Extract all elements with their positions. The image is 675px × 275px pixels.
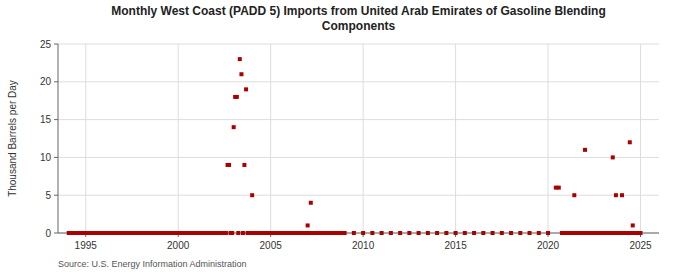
point	[546, 231, 550, 235]
point	[481, 231, 485, 235]
point	[407, 231, 411, 235]
x-tick-label: 2010	[352, 240, 375, 251]
point	[463, 231, 467, 235]
y-axis-label: Thousand Barrels per Day	[7, 80, 18, 197]
y-axis-line	[58, 44, 59, 233]
point	[557, 186, 561, 190]
y-tick-label: 25	[40, 39, 52, 50]
point	[620, 193, 624, 197]
y-tick-label: 10	[40, 152, 52, 163]
x-tick-label: 2025	[629, 240, 652, 251]
point	[370, 231, 374, 235]
grid	[58, 44, 659, 233]
x-tick-label: 2015	[444, 240, 467, 251]
y-tick-label: 15	[40, 114, 52, 125]
x-tick-label: 2000	[167, 240, 190, 251]
x-tick-label: 1995	[75, 240, 98, 251]
point	[398, 231, 402, 235]
point	[238, 57, 242, 61]
grid-line-y	[58, 81, 659, 82]
point	[500, 231, 504, 235]
grid-line-y	[58, 157, 659, 158]
point	[232, 125, 236, 129]
point	[628, 140, 632, 144]
point	[518, 231, 522, 235]
grid-line-x	[85, 44, 86, 233]
grid-line-x	[363, 44, 364, 233]
y-tick	[54, 44, 58, 45]
point	[306, 223, 310, 227]
point	[239, 72, 243, 76]
point	[236, 231, 240, 235]
y-tick-label: 20	[40, 76, 52, 87]
point	[241, 231, 245, 235]
y-tick	[54, 119, 58, 120]
y-tick	[54, 157, 58, 158]
title-line: Monthly West Coast (PADD 5) Imports from…	[111, 4, 606, 18]
point	[537, 231, 541, 235]
point	[417, 231, 421, 235]
point	[389, 231, 393, 235]
point	[250, 193, 254, 197]
point	[509, 231, 513, 235]
point	[472, 231, 476, 235]
point	[380, 231, 384, 235]
point	[309, 201, 313, 205]
point	[235, 95, 239, 99]
point	[583, 148, 587, 152]
point	[491, 231, 495, 235]
y-tick	[54, 81, 58, 82]
source-note: Source: U.S. Energy Information Administ…	[58, 259, 247, 269]
point	[528, 231, 532, 235]
point	[426, 231, 430, 235]
point	[224, 231, 228, 235]
y-tick-label: 5	[45, 190, 51, 201]
points	[67, 57, 643, 235]
point	[639, 231, 643, 235]
point	[631, 223, 635, 227]
point	[572, 193, 576, 197]
grid-line-x	[548, 44, 549, 233]
y-tick	[54, 195, 58, 196]
point	[435, 231, 439, 235]
point	[227, 163, 231, 167]
grid-line-x	[270, 44, 271, 233]
point	[614, 193, 618, 197]
x-tick-label: 2005	[260, 240, 283, 251]
point	[444, 231, 448, 235]
title: Monthly West Coast (PADD 5) Imports from…	[111, 4, 606, 33]
axes: 05101520251995200020052010201520202025	[40, 39, 659, 252]
point	[361, 231, 365, 235]
point	[352, 231, 356, 235]
point	[230, 231, 234, 235]
title-line: Components	[322, 19, 396, 33]
y-tick-label: 0	[45, 228, 51, 239]
grid-line-y	[58, 195, 659, 196]
point	[454, 231, 458, 235]
grid-line-x	[455, 44, 456, 233]
x-tick-label: 2020	[537, 240, 560, 251]
point	[242, 163, 246, 167]
point	[611, 155, 615, 159]
grid-line-x	[178, 44, 179, 233]
y-tick	[54, 233, 58, 234]
chart: Monthly West Coast (PADD 5) Imports from…	[0, 0, 675, 275]
point	[343, 231, 347, 235]
grid-line-y	[58, 119, 659, 120]
grid-line-y	[58, 44, 659, 45]
point	[244, 87, 248, 91]
grid-line-x	[640, 44, 641, 233]
